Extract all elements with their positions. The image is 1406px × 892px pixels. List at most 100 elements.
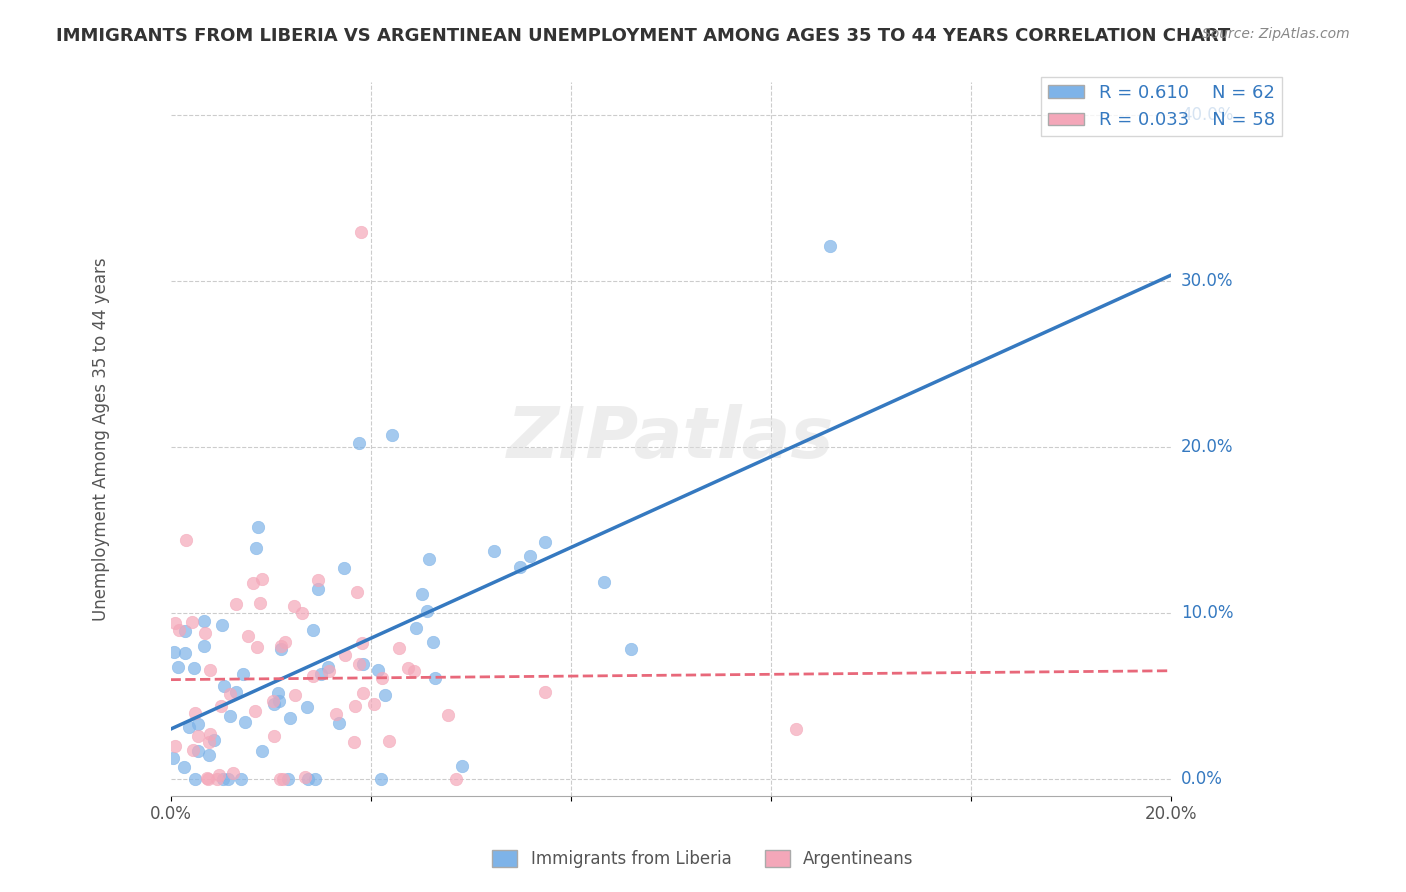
Point bbox=[785, 723, 807, 737]
Legend: R = 0.610    N = 62, R = 0.033    N = 58: R = 0.610 N = 62, R = 0.033 N = 58 bbox=[1040, 77, 1282, 136]
Point bbox=[197, 747, 219, 762]
Point bbox=[388, 640, 411, 655]
Point bbox=[425, 671, 447, 685]
Point bbox=[343, 735, 366, 749]
Point bbox=[212, 679, 235, 693]
Point bbox=[396, 661, 419, 675]
Point bbox=[284, 688, 307, 702]
Point bbox=[249, 596, 271, 610]
Text: 40.0%: 40.0% bbox=[1181, 106, 1233, 124]
Point bbox=[405, 621, 427, 635]
Point bbox=[347, 436, 370, 450]
Point bbox=[174, 646, 197, 660]
Point bbox=[273, 635, 295, 649]
Point bbox=[207, 768, 229, 782]
Point bbox=[250, 744, 273, 758]
Point bbox=[218, 709, 240, 723]
Point bbox=[411, 587, 433, 601]
Point bbox=[333, 560, 356, 574]
Point bbox=[184, 772, 207, 787]
Point bbox=[194, 626, 217, 640]
Point bbox=[592, 574, 614, 589]
Point bbox=[267, 694, 290, 708]
Text: ZIPatlas: ZIPatlas bbox=[508, 404, 834, 474]
Point bbox=[620, 641, 643, 656]
Point bbox=[198, 663, 221, 677]
Point bbox=[350, 636, 373, 650]
Point bbox=[193, 640, 215, 654]
Point bbox=[301, 623, 323, 637]
Point bbox=[404, 665, 426, 679]
Point bbox=[534, 534, 557, 549]
Point bbox=[270, 639, 292, 653]
Point bbox=[217, 772, 239, 787]
Point bbox=[263, 697, 285, 711]
Point bbox=[291, 606, 314, 620]
Point bbox=[316, 660, 339, 674]
Point bbox=[301, 669, 323, 683]
Point bbox=[271, 772, 294, 787]
Point bbox=[197, 772, 219, 787]
Point bbox=[181, 742, 204, 756]
Point bbox=[381, 428, 404, 442]
Point bbox=[250, 572, 273, 586]
Point bbox=[200, 727, 222, 741]
Point bbox=[247, 520, 270, 534]
Point bbox=[211, 618, 233, 632]
Point bbox=[186, 729, 208, 743]
Legend: Immigrants from Liberia, Argentineans: Immigrants from Liberia, Argentineans bbox=[485, 843, 921, 875]
Point bbox=[229, 772, 252, 787]
Point bbox=[225, 684, 247, 698]
Point bbox=[187, 717, 209, 731]
Point bbox=[205, 772, 228, 787]
Point bbox=[246, 640, 269, 654]
Point bbox=[219, 687, 242, 701]
Point bbox=[325, 706, 347, 721]
Point bbox=[509, 559, 531, 574]
Point bbox=[169, 623, 191, 637]
Point bbox=[180, 615, 202, 630]
Point bbox=[245, 541, 267, 555]
Text: Source: ZipAtlas.com: Source: ZipAtlas.com bbox=[1202, 27, 1350, 41]
Point bbox=[166, 660, 188, 674]
Point bbox=[363, 698, 385, 712]
Point bbox=[347, 657, 370, 671]
Point bbox=[177, 720, 200, 734]
Point bbox=[416, 604, 439, 618]
Text: 20.0%: 20.0% bbox=[1181, 438, 1233, 456]
Point bbox=[346, 585, 368, 599]
Point bbox=[307, 582, 329, 597]
Point bbox=[278, 711, 301, 725]
Point bbox=[444, 772, 467, 787]
Point bbox=[232, 666, 254, 681]
Point bbox=[451, 758, 474, 772]
Point bbox=[818, 238, 841, 252]
Point bbox=[209, 699, 232, 714]
Text: 30.0%: 30.0% bbox=[1181, 272, 1233, 290]
Point bbox=[242, 576, 264, 591]
Point bbox=[309, 666, 332, 681]
Point bbox=[370, 772, 392, 787]
Point bbox=[482, 544, 505, 558]
Point bbox=[374, 688, 396, 702]
Point bbox=[184, 706, 207, 721]
Point bbox=[173, 760, 195, 774]
Point bbox=[195, 771, 218, 785]
Point bbox=[202, 732, 225, 747]
Point bbox=[267, 686, 290, 700]
Point bbox=[262, 694, 284, 708]
Text: 0.0%: 0.0% bbox=[1181, 770, 1223, 789]
Text: Unemployment Among Ages 35 to 44 years: Unemployment Among Ages 35 to 44 years bbox=[91, 257, 110, 621]
Point bbox=[318, 664, 340, 678]
Point bbox=[225, 598, 247, 612]
Text: IMMIGRANTS FROM LIBERIA VS ARGENTINEAN UNEMPLOYMENT AMONG AGES 35 TO 44 YEARS CO: IMMIGRANTS FROM LIBERIA VS ARGENTINEAN U… bbox=[56, 27, 1230, 45]
Point bbox=[283, 599, 305, 613]
Point bbox=[304, 772, 326, 787]
Point bbox=[263, 729, 285, 743]
Point bbox=[533, 685, 555, 699]
Point bbox=[163, 645, 186, 659]
Point bbox=[344, 698, 367, 713]
Point bbox=[349, 225, 371, 239]
Point bbox=[352, 686, 374, 700]
Point bbox=[297, 772, 319, 787]
